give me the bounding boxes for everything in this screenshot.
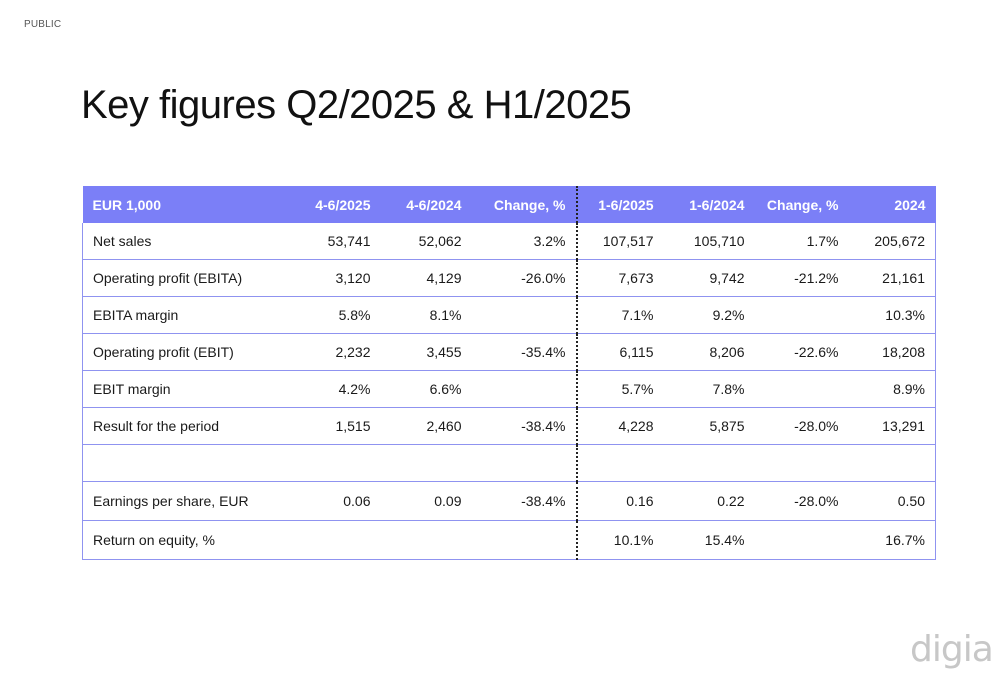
table-row: Return on equity, % 10.1% 15.4% 16.7% <box>82 520 936 560</box>
cell-value: 0.09 <box>380 481 472 521</box>
cell-value <box>663 444 755 482</box>
cell-value: 0.16 <box>576 481 664 521</box>
row-label: Earnings per share, EUR <box>82 481 293 521</box>
cell-value: 7.1% <box>576 296 664 334</box>
header-h1-change: Change, % <box>754 186 849 223</box>
cell-value: -35.4% <box>471 333 578 371</box>
cell-value: 7,673 <box>576 259 664 297</box>
cell-value: 8.9% <box>848 370 936 408</box>
cell-value <box>754 444 849 482</box>
row-label: Operating profit (EBIT) <box>82 333 293 371</box>
cell-value: 6.6% <box>380 370 472 408</box>
cell-value: 9.2% <box>663 296 755 334</box>
cell-value: 10.1% <box>576 520 664 560</box>
cell-value: 4,129 <box>380 259 472 297</box>
digia-logo: digia <box>910 629 994 670</box>
row-label: Operating profit (EBITA) <box>82 259 293 297</box>
row-label: EBIT margin <box>82 370 293 408</box>
cell-value: 0.06 <box>292 481 381 521</box>
table-row: Operating profit (EBITA) 3,120 4,129 -26… <box>82 259 936 297</box>
cell-value: -21.2% <box>754 259 849 297</box>
cell-value: 16.7% <box>848 520 936 560</box>
row-label <box>82 444 293 482</box>
cell-value <box>292 520 381 560</box>
cell-value <box>292 444 381 482</box>
cell-value: -22.6% <box>754 333 849 371</box>
slide-title: Key figures Q2/2025 & H1/2025 <box>81 83 632 127</box>
table-row: EBIT margin 4.2% 6.6% 5.7% 7.8% 8.9% <box>82 370 936 408</box>
cell-value: 205,672 <box>848 223 936 260</box>
cell-value: -28.0% <box>754 407 849 445</box>
cell-value: -38.4% <box>471 481 578 521</box>
header-q2-2024: 4-6/2024 <box>380 186 472 223</box>
cell-value: 15.4% <box>663 520 755 560</box>
cell-value <box>754 520 849 560</box>
header-q2-change: Change, % <box>471 186 578 223</box>
row-label: EBITA margin <box>82 296 293 334</box>
cell-value <box>754 370 849 408</box>
cell-value: 21,161 <box>848 259 936 297</box>
cell-value: 3.2% <box>471 223 578 260</box>
cell-value: 8,206 <box>663 333 755 371</box>
cell-value <box>576 444 664 482</box>
cell-value: 10.3% <box>848 296 936 334</box>
cell-value <box>471 444 578 482</box>
row-label: Result for the period <box>82 407 293 445</box>
cell-value: 4.2% <box>292 370 381 408</box>
key-figures-table: EUR 1,000 4-6/2025 4-6/2024 Change, % 1-… <box>82 186 936 560</box>
cell-value <box>380 444 472 482</box>
cell-value: 2,460 <box>380 407 472 445</box>
cell-value: -28.0% <box>754 481 849 521</box>
cell-value: 0.22 <box>663 481 755 521</box>
key-figures-table-container: EUR 1,000 4-6/2025 4-6/2024 Change, % 1-… <box>82 186 936 560</box>
table-row: Earnings per share, EUR 0.06 0.09 -38.4%… <box>82 481 936 521</box>
cell-value <box>754 296 849 334</box>
cell-value <box>848 444 936 482</box>
cell-value: 0.50 <box>848 481 936 521</box>
cell-value: 1,515 <box>292 407 381 445</box>
table-row: EBITA margin 5.8% 8.1% 7.1% 9.2% 10.3% <box>82 296 936 334</box>
cell-value: 3,120 <box>292 259 381 297</box>
cell-value: 53,741 <box>292 223 381 260</box>
table-row: Result for the period 1,515 2,460 -38.4%… <box>82 407 936 445</box>
cell-value: 5.7% <box>576 370 664 408</box>
classification-label: PUBLIC <box>24 19 62 30</box>
cell-value: 5.8% <box>292 296 381 334</box>
cell-value: 6,115 <box>576 333 664 371</box>
row-label: Net sales <box>82 223 293 260</box>
header-label-col: EUR 1,000 <box>82 186 293 223</box>
table-row-empty <box>82 444 936 482</box>
cell-value: 1.7% <box>754 223 849 260</box>
cell-value <box>471 520 578 560</box>
cell-value: 5,875 <box>663 407 755 445</box>
cell-value: 4,228 <box>576 407 664 445</box>
cell-value: 13,291 <box>848 407 936 445</box>
cell-value <box>380 520 472 560</box>
cell-value: -38.4% <box>471 407 578 445</box>
cell-value: -26.0% <box>471 259 578 297</box>
cell-value: 18,208 <box>848 333 936 371</box>
cell-value: 9,742 <box>663 259 755 297</box>
table-header-row: EUR 1,000 4-6/2025 4-6/2024 Change, % 1-… <box>82 186 936 223</box>
cell-value: 8.1% <box>380 296 472 334</box>
header-h1-2024: 1-6/2024 <box>663 186 755 223</box>
cell-value: 3,455 <box>380 333 472 371</box>
cell-value: 105,710 <box>663 223 755 260</box>
header-h1-2025: 1-6/2025 <box>576 186 664 223</box>
cell-value <box>471 370 578 408</box>
table-row: Net sales 53,741 52,062 3.2% 107,517 105… <box>82 223 936 260</box>
table-row: Operating profit (EBIT) 2,232 3,455 -35.… <box>82 333 936 371</box>
header-q2-2025: 4-6/2025 <box>292 186 381 223</box>
cell-value: 2,232 <box>292 333 381 371</box>
header-fy-2024: 2024 <box>848 186 936 223</box>
row-label: Return on equity, % <box>82 520 293 560</box>
cell-value: 52,062 <box>380 223 472 260</box>
cell-value: 107,517 <box>576 223 664 260</box>
cell-value: 7.8% <box>663 370 755 408</box>
cell-value <box>471 296 578 334</box>
